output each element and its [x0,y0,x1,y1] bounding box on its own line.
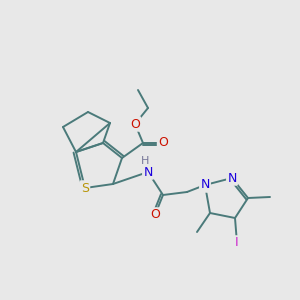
Text: N: N [143,166,153,178]
Text: O: O [158,136,168,149]
Text: N: N [200,178,210,191]
Text: H: H [141,156,149,166]
Text: O: O [150,208,160,221]
Text: O: O [130,118,140,130]
Text: I: I [235,236,239,250]
Text: N: N [227,172,237,184]
Text: S: S [81,182,89,194]
